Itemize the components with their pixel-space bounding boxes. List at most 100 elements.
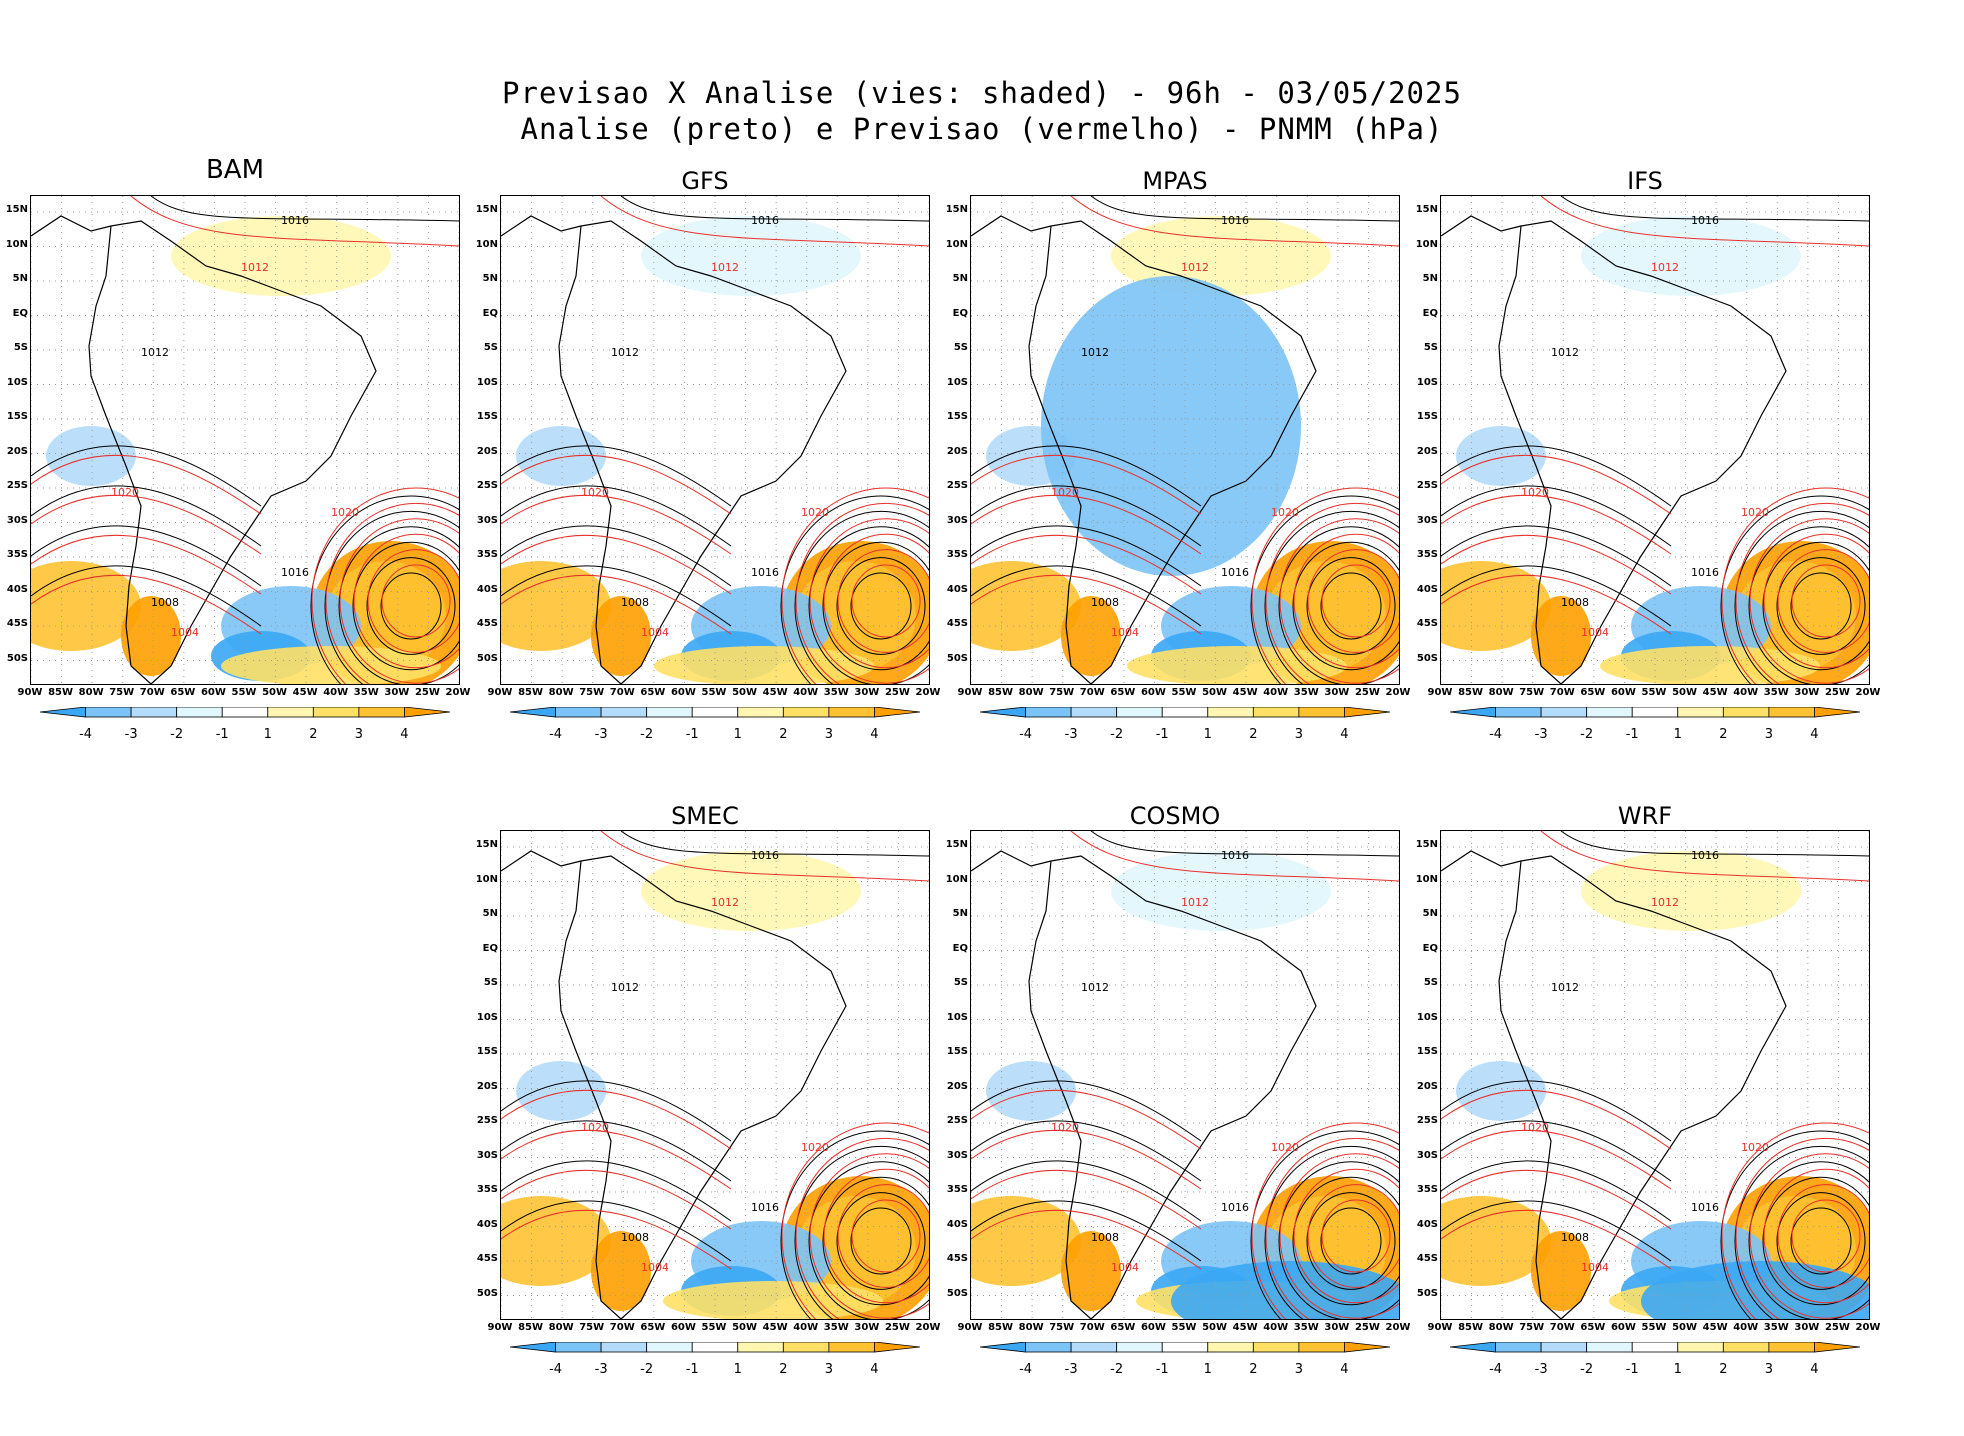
lat-tick-label: 10S [946, 376, 968, 388]
colorbar-segment [600, 706, 648, 718]
isobar-label: 1008 [1091, 596, 1119, 609]
isobar-label: 1008 [151, 596, 179, 609]
colorbar-label: -2 [1110, 727, 1124, 742]
lon-tick-label: 80W [1488, 1322, 1514, 1333]
panel-cosmo: COSMO 1016 1012 1012 1020 1008 1004 1016 1020 15N… [940, 790, 1411, 1410]
lat-tick-label: 30S [476, 1149, 498, 1161]
colorbar-segment [600, 1341, 648, 1353]
colorbar-segment [1449, 1341, 1496, 1353]
lon-tick-label: 70W [1079, 687, 1105, 698]
lat-tick-label: 5S [483, 342, 498, 353]
lon-tick-label: 90W [957, 687, 983, 698]
lon-tick-label: 65W [640, 687, 666, 698]
lon-tick-label: 90W [17, 687, 43, 698]
lon-tick-label: 50W [732, 687, 758, 698]
colorbar-label: 3 [824, 727, 834, 742]
colorbar-label: 4 [400, 727, 409, 742]
panel-title: IFS [1627, 167, 1663, 195]
lat-tick-label: 5N [1422, 908, 1438, 919]
lon-tick-label: 35W [1293, 1322, 1319, 1333]
lon-tick-label: 65W [1580, 1322, 1606, 1333]
colorbar-segment [358, 706, 405, 718]
colorbar-segment [1207, 706, 1254, 718]
lat-tick-label: 30S [6, 514, 28, 526]
lon-tick-label: 85W [988, 1322, 1014, 1333]
colorbar-segment [39, 706, 86, 718]
isobar-label: 1004 [171, 626, 199, 639]
colorbar-segment [737, 1341, 784, 1353]
lat-tick-label: 10S [1416, 376, 1438, 388]
colorbar-segment [782, 1341, 830, 1353]
colorbar-label: 1 [263, 727, 272, 742]
lon-tick-label: 55W [1641, 1322, 1667, 1333]
isobar-label: 1020 [581, 486, 609, 499]
colorbar-label: 2 [1719, 1362, 1728, 1377]
colorbar-segment [130, 706, 178, 718]
colorbar-segment [1116, 706, 1163, 718]
lon-tick-label: 40W [793, 687, 819, 698]
colorbar-segment [1586, 1341, 1633, 1353]
lon-tick-label: 20W [445, 687, 471, 698]
lon-tick-label: 25W [1824, 687, 1850, 698]
colorbar-label: -1 [1155, 1362, 1169, 1377]
colorbar-label: 2 [779, 727, 788, 742]
lon-tick-label: 55W [701, 687, 727, 698]
lat-tick-label: 15S [476, 411, 498, 422]
lon-tick-label: 60W [200, 687, 226, 698]
lat-tick-label: 10N [475, 238, 498, 250]
lon-tick-label: 45W [762, 687, 788, 698]
colorbar-segment [1631, 1341, 1679, 1353]
colorbar-label: 4 [1810, 727, 1819, 742]
lat-tick-label: 50S [1416, 652, 1438, 664]
lat-tick-label: 30S [946, 1149, 968, 1161]
lat-tick-label: 5S [483, 977, 498, 988]
lat-tick-label: EQ [1422, 942, 1438, 954]
lon-tick-label: 20W [915, 687, 941, 698]
isobar-label: 1016 [751, 849, 779, 862]
lat-tick-label: 10N [1415, 873, 1438, 885]
panel-title: GFS [681, 167, 729, 195]
lat-tick-label: 25S [6, 480, 28, 491]
lon-tick-label: 40W [1733, 687, 1759, 698]
colorbar-segment [176, 706, 223, 718]
colorbar-segment [874, 706, 921, 718]
lat-tick-label: 10N [475, 873, 498, 885]
colorbar-segment [1677, 1341, 1724, 1353]
colorbar-label: 1 [1203, 1362, 1212, 1377]
lat-tick-label: EQ [482, 942, 498, 954]
colorbar-label: -1 [1155, 727, 1169, 742]
colorbar-label: -4 [79, 727, 93, 742]
lat-tick-label: 20S [476, 445, 498, 457]
isobar-label: 1016 [1221, 1201, 1249, 1214]
map-area: 1016 1012 1012 1020 1008 1004 1016 1020 [970, 830, 1400, 1320]
colorbar [1449, 1341, 1861, 1382]
lon-tick-label: 45W [1232, 1322, 1258, 1333]
lon-tick-label: 30W [1324, 687, 1350, 698]
isobar-label: 1012 [711, 261, 739, 274]
colorbar-segment [1025, 1341, 1072, 1353]
panel-smec: SMEC 1016 1012 1012 1020 1008 1004 1016 1020 15N 1… [470, 790, 941, 1410]
lon-tick-label: 50W [1672, 1322, 1698, 1333]
isobar-label: 1020 [1521, 1121, 1549, 1134]
lon-tick-label: 70W [609, 1322, 635, 1333]
colorbar-segment [1207, 1341, 1254, 1353]
map-area: 1016 1012 1012 1020 1008 1004 1016 1020 [500, 195, 930, 685]
lat-tick-label: 40S [946, 1218, 968, 1230]
lat-tick-label: 25S [946, 1115, 968, 1126]
colorbar-label: -1 [1625, 1362, 1639, 1377]
lon-tick-label: 90W [487, 687, 513, 698]
isobar-label: 1016 [1691, 849, 1719, 862]
colorbar-segment [1631, 706, 1679, 718]
isobar-label: 1016 [751, 566, 779, 579]
colorbar-segment [1252, 1341, 1300, 1353]
lat-tick-label: 50S [946, 652, 968, 664]
colorbar-segment [1025, 706, 1072, 718]
lon-tick-label: 90W [1427, 1322, 1453, 1333]
lon-tick-label: 65W [1580, 687, 1606, 698]
lon-tick-label: 35W [1763, 687, 1789, 698]
lon-tick-label: 50W [732, 1322, 758, 1333]
isobar-label: 1020 [1271, 506, 1299, 519]
colorbar-label: 4 [870, 1362, 879, 1377]
lon-tick-label: 65W [1110, 687, 1136, 698]
lat-tick-label: 40S [6, 583, 28, 595]
